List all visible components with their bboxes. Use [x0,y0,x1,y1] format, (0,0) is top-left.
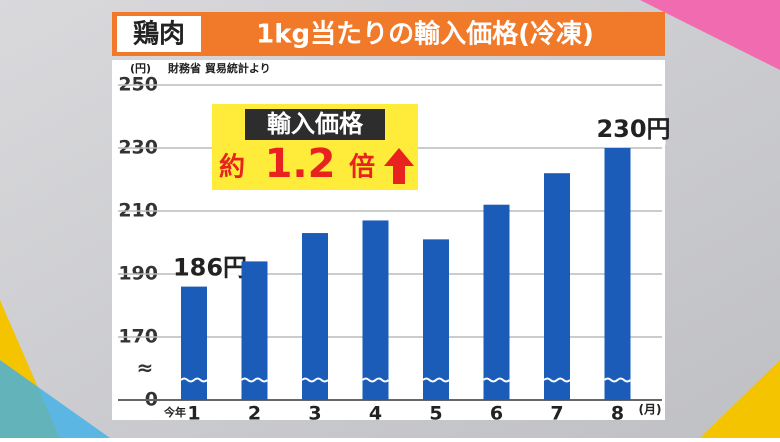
break-wave [361,377,390,383]
bar [241,261,268,400]
source: 財務省 貿易統計より [167,61,271,75]
title-banner [112,12,665,56]
deco [640,0,780,70]
x-tick-label: 1 [187,403,200,425]
bar [544,173,570,400]
annotation-heading-box [245,109,385,140]
x-unit: (月) [639,403,662,417]
value-label-box [178,253,242,284]
break-wave [301,377,329,383]
up-arrow [384,148,414,184]
bar [483,204,510,400]
x-tick-label: 3 [308,403,321,425]
value-label: 230円 [596,115,670,143]
chart-subtitle: 1kg当たりの輸入価格(冷凍) [256,19,594,50]
x-tick-label: 7 [550,403,563,425]
x-prefix: 今年 [163,405,186,419]
x-tick-label: 2 [248,403,261,425]
break-wave [603,377,632,383]
chart-title: 鶏肉 [133,20,185,50]
bar [181,286,207,400]
x-tick-label: 8 [611,403,624,425]
bar [302,233,328,400]
break-wave [240,377,269,383]
value-label: 186円 [173,254,247,282]
axis-break: ≈ [137,356,154,380]
annotation-suffix: 倍 [349,152,375,183]
y-unit: (円) [130,62,151,75]
break-wave [180,377,208,383]
title-tag [117,16,201,52]
break-wave [482,377,511,383]
x-tick-label: 6 [490,403,503,425]
break-wave [543,377,571,383]
bar [604,148,631,400]
value-label-box [601,115,666,145]
annotation-heading: 輸入価格 [267,110,364,138]
annotation-prefix: 約 [219,152,245,183]
annotation-ratio: 1.2 [265,141,336,187]
bar [423,239,449,400]
deco [700,360,780,438]
x-tick-label: 5 [429,403,442,425]
bar [362,220,389,400]
deco [0,360,110,438]
x-tick-label: 4 [369,403,382,425]
break-wave [422,377,450,383]
